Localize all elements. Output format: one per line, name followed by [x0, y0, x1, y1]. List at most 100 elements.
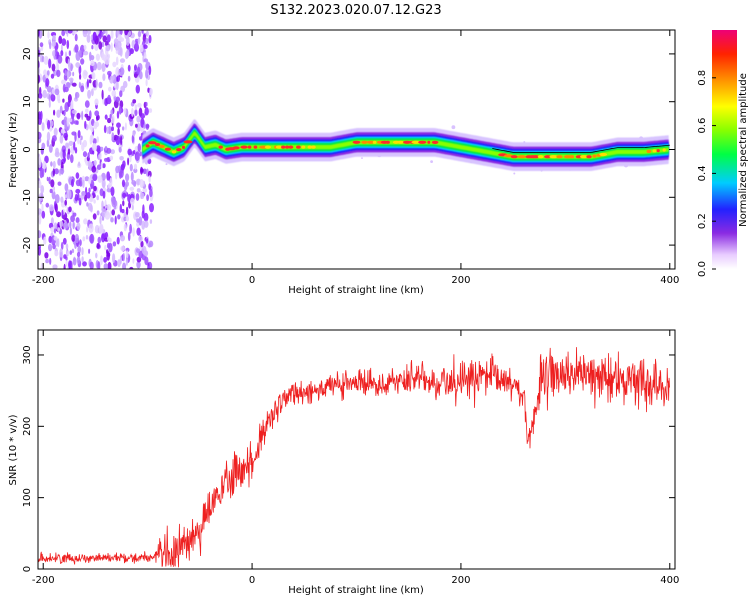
trace-peak	[403, 140, 411, 144]
noise-speckle	[92, 143, 97, 152]
noise-speckle	[54, 194, 60, 204]
noise-speckle	[122, 192, 127, 198]
noise-speckle	[68, 118, 73, 123]
noise-speckle	[83, 45, 87, 50]
noise-speckle	[52, 187, 55, 193]
noise-speckle	[120, 163, 125, 171]
noise-speckle	[133, 168, 138, 174]
noise-speckle	[133, 181, 137, 187]
noise-speckle	[95, 145, 101, 153]
noise-speckle	[87, 152, 90, 159]
noise-speckle	[38, 215, 42, 225]
noise-speckle	[111, 209, 115, 216]
trace-peak	[164, 147, 171, 151]
noise-speckle	[84, 157, 87, 163]
noise-speckle	[99, 215, 102, 225]
noise-speckle	[117, 33, 122, 44]
trace-scatter	[451, 125, 456, 130]
noise-speckle	[93, 121, 98, 130]
trace-peak	[556, 155, 563, 159]
noise-speckle	[142, 187, 148, 193]
noise-speckle	[70, 99, 74, 110]
noise-speckle	[116, 75, 120, 82]
noise-speckle	[127, 75, 131, 82]
noise-speckle	[88, 223, 94, 233]
noise-speckle	[38, 111, 42, 120]
noise-speckle	[139, 136, 143, 141]
trace-peak	[288, 145, 294, 149]
spectrogram-ytick-label: 10	[22, 95, 33, 108]
noise-speckle	[38, 67, 41, 74]
noise-speckle	[79, 194, 85, 200]
noise-speckle	[38, 74, 41, 84]
noise-speckle	[78, 197, 82, 206]
noise-speckle	[107, 94, 111, 105]
noise-speckle	[118, 105, 122, 115]
noise-speckle	[70, 215, 75, 223]
noise-speckle	[82, 69, 88, 80]
spectrogram-xlabel: Height of straight line (km)	[288, 285, 424, 296]
snr-ytick-label: 200	[22, 417, 33, 436]
trace-peak	[531, 155, 540, 159]
noise-speckle	[137, 102, 142, 108]
noise-speckle	[141, 245, 147, 255]
noise-speckle	[82, 261, 87, 267]
noise-speckle	[103, 263, 108, 269]
noise-speckle	[91, 88, 94, 97]
noise-speckle	[61, 30, 66, 37]
trace-peak	[586, 155, 592, 159]
trace-peak	[232, 146, 240, 150]
noise-speckle	[64, 194, 67, 199]
noise-speckle	[110, 149, 115, 155]
noise-speckle	[96, 210, 100, 216]
noise-speckle	[50, 217, 54, 225]
trace-band	[142, 129, 669, 161]
noise-speckle	[60, 128, 65, 134]
noise-speckle	[41, 142, 46, 150]
noise-speckle	[88, 187, 91, 193]
noise-speckle	[89, 135, 93, 145]
noise-speckle	[118, 146, 122, 153]
noise-speckle	[142, 204, 145, 214]
noise-speckle	[67, 250, 70, 257]
noise-speckle	[74, 44, 79, 53]
noise-speckle	[120, 135, 123, 146]
noise-speckle	[125, 36, 130, 46]
noise-speckle	[92, 72, 96, 80]
noise-speckle	[147, 158, 152, 165]
noise-speckle	[97, 261, 101, 269]
noise-speckle	[73, 141, 76, 151]
noise-speckle	[117, 214, 121, 220]
noise-speckle	[149, 219, 153, 224]
spectrogram-xtick-label: 0	[249, 275, 255, 286]
noise-speckle	[82, 236, 86, 242]
noise-speckle	[109, 155, 114, 161]
spectrogram-xtick-label: 400	[660, 275, 679, 286]
trace-peak	[218, 145, 223, 149]
noise-speckle	[46, 131, 51, 142]
trace-peak	[397, 140, 404, 144]
noise-speckle	[69, 221, 72, 229]
noise-speckle	[139, 71, 143, 80]
noise-speckle	[72, 257, 77, 266]
noise-speckle	[51, 88, 56, 95]
noise-speckle	[131, 134, 135, 144]
noise-speckle	[129, 223, 133, 234]
noise-speckle	[39, 192, 44, 202]
noise-speckle	[106, 187, 112, 193]
noise-speckle	[99, 188, 104, 197]
noise-speckle	[143, 124, 147, 129]
noise-speckle	[108, 86, 112, 92]
noise-speckle	[106, 242, 111, 249]
noise-speckle	[129, 48, 134, 55]
noise-speckle	[93, 185, 97, 192]
noise-speckle	[72, 212, 77, 217]
noise-speckle	[38, 92, 43, 99]
noise-speckle	[75, 179, 81, 187]
noise-speckle	[71, 114, 75, 120]
noise-speckle	[119, 255, 122, 265]
trace-band	[142, 131, 669, 159]
trace-peak	[411, 140, 421, 144]
noise-speckle	[144, 107, 149, 116]
